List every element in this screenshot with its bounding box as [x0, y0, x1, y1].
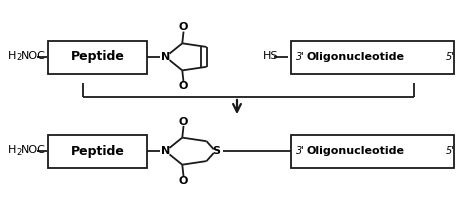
- Text: Peptide: Peptide: [71, 145, 125, 158]
- Text: 3': 3': [296, 52, 305, 62]
- Text: N: N: [162, 146, 171, 156]
- Text: H: H: [8, 145, 16, 155]
- Text: Peptide: Peptide: [71, 50, 125, 63]
- Text: 2: 2: [17, 148, 22, 157]
- Text: N: N: [162, 52, 171, 62]
- Text: 5': 5': [446, 52, 455, 62]
- Text: NOC: NOC: [20, 51, 46, 61]
- Text: O: O: [179, 117, 188, 127]
- Text: HS: HS: [263, 51, 279, 61]
- Text: 2: 2: [17, 53, 22, 62]
- Text: O: O: [179, 22, 188, 33]
- Bar: [292, 135, 455, 168]
- Bar: [292, 41, 455, 74]
- Text: Oligonucleotide: Oligonucleotide: [307, 52, 404, 62]
- Text: 3': 3': [296, 146, 305, 156]
- Bar: [48, 135, 147, 168]
- Bar: [48, 41, 147, 74]
- Text: Oligonucleotide: Oligonucleotide: [307, 146, 404, 156]
- Text: O: O: [179, 176, 188, 186]
- Text: O: O: [179, 81, 188, 91]
- Text: H: H: [8, 51, 16, 61]
- Text: S: S: [212, 146, 220, 156]
- Text: 5': 5': [446, 146, 455, 156]
- Text: NOC: NOC: [20, 145, 46, 155]
